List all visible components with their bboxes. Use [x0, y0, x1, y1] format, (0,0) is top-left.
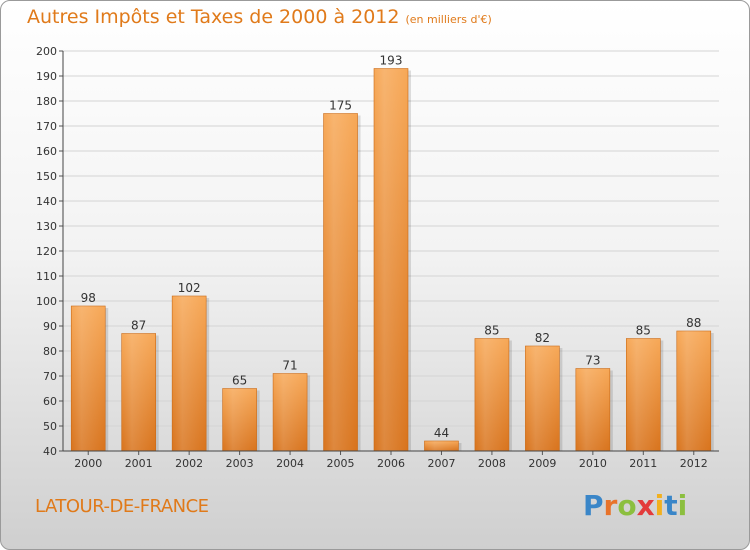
y-tick-label: 50 — [43, 420, 57, 433]
bar-highlight — [575, 368, 610, 451]
logo-letter: t — [664, 489, 678, 522]
x-axis-ticks: 2000 2001 2002 2003 2004 2005 2006 2007 2008 2009… — [74, 451, 708, 470]
y-tick-label: 110 — [36, 270, 57, 283]
bar-highlight — [172, 296, 207, 451]
data-label-2011: 85 — [636, 324, 651, 338]
y-tick-label: 160 — [36, 145, 57, 158]
y-tick-label: 70 — [43, 370, 57, 383]
x-tick-label-2006: 2006 — [377, 457, 405, 470]
x-tick-label-2002: 2002 — [175, 457, 203, 470]
logo-letter: i — [654, 489, 665, 522]
x-tick-label-2000: 2000 — [74, 457, 102, 470]
bar-highlight — [121, 333, 156, 451]
y-tick-label: 190 — [36, 70, 57, 83]
y-axis-ticks: 40 50 60 70 80 90 100 110 120 130 140 150 160 170 180 1… — [36, 45, 63, 458]
y-tick-label: 60 — [43, 395, 57, 408]
y-tick-label: 120 — [36, 245, 57, 258]
y-tick-label: 100 — [36, 295, 57, 308]
y-tick-label: 90 — [43, 320, 57, 333]
proxiti-logo[interactable]: Proxiti — [583, 489, 687, 522]
x-tick-label-2011: 2011 — [629, 457, 657, 470]
bar-highlight — [222, 388, 257, 451]
bar-highlight — [424, 441, 459, 451]
bar-highlight — [676, 331, 711, 451]
bar-highlight — [374, 68, 408, 451]
chart-title-text: Autres Impôts et Taxes de 2000 à 2012 — [27, 6, 400, 28]
data-label-2000: 98 — [81, 291, 96, 305]
x-tick-label-2009: 2009 — [528, 457, 556, 470]
x-tick-label-2005: 2005 — [327, 457, 355, 470]
x-tick-label-2001: 2001 — [125, 457, 153, 470]
bar-highlight — [323, 113, 358, 451]
logo-letter: r — [603, 489, 618, 522]
logo-letter: o — [617, 489, 637, 522]
y-tick-label: 40 — [43, 445, 57, 458]
bars: 98 87 102 65 71 175 193 44 85 82 73 85 88 — [70, 54, 714, 452]
bar-highlight — [474, 338, 509, 451]
bar-highlight — [525, 346, 560, 451]
y-tick-label: 150 — [36, 170, 57, 183]
x-tick-label-2007: 2007 — [427, 457, 455, 470]
chart-title: Autres Impôts et Taxes de 2000 à 2012 (en… — [27, 6, 492, 28]
x-tick-label-2010: 2010 — [579, 457, 607, 470]
y-tick-label: 140 — [36, 195, 57, 208]
bar-highlight — [273, 373, 308, 451]
data-label-2001: 87 — [131, 319, 146, 333]
data-label-2003: 65 — [232, 374, 247, 388]
y-tick-label: 200 — [36, 45, 57, 58]
y-tick-label: 180 — [36, 95, 57, 108]
logo-letter: x — [636, 489, 655, 522]
chart-subtitle: (en milliers d'€) — [405, 13, 492, 26]
data-label-2006: 193 — [380, 54, 403, 68]
data-label-2005: 175 — [329, 99, 352, 113]
commune-name: LATOUR-DE-FRANCE — [35, 496, 209, 517]
logo-letter: i — [677, 489, 688, 522]
x-tick-label-2008: 2008 — [478, 457, 506, 470]
data-label-2007: 44 — [434, 426, 449, 440]
y-tick-label: 130 — [36, 220, 57, 233]
bar-highlight — [626, 338, 661, 451]
bar-highlight — [71, 306, 106, 451]
data-label-2004: 71 — [282, 359, 297, 373]
data-label-2010: 73 — [585, 354, 600, 368]
data-label-2009: 82 — [535, 331, 550, 345]
data-label-2002: 102 — [178, 281, 201, 295]
data-label-2012: 88 — [686, 316, 701, 330]
x-tick-label-2003: 2003 — [226, 457, 254, 470]
axes — [62, 51, 719, 452]
x-tick-label-2012: 2012 — [680, 457, 708, 470]
data-label-2008: 85 — [484, 324, 499, 338]
y-tick-label: 170 — [36, 120, 57, 133]
x-tick-label-2004: 2004 — [276, 457, 304, 470]
logo-letter: P — [583, 489, 604, 522]
y-tick-label: 80 — [43, 345, 57, 358]
